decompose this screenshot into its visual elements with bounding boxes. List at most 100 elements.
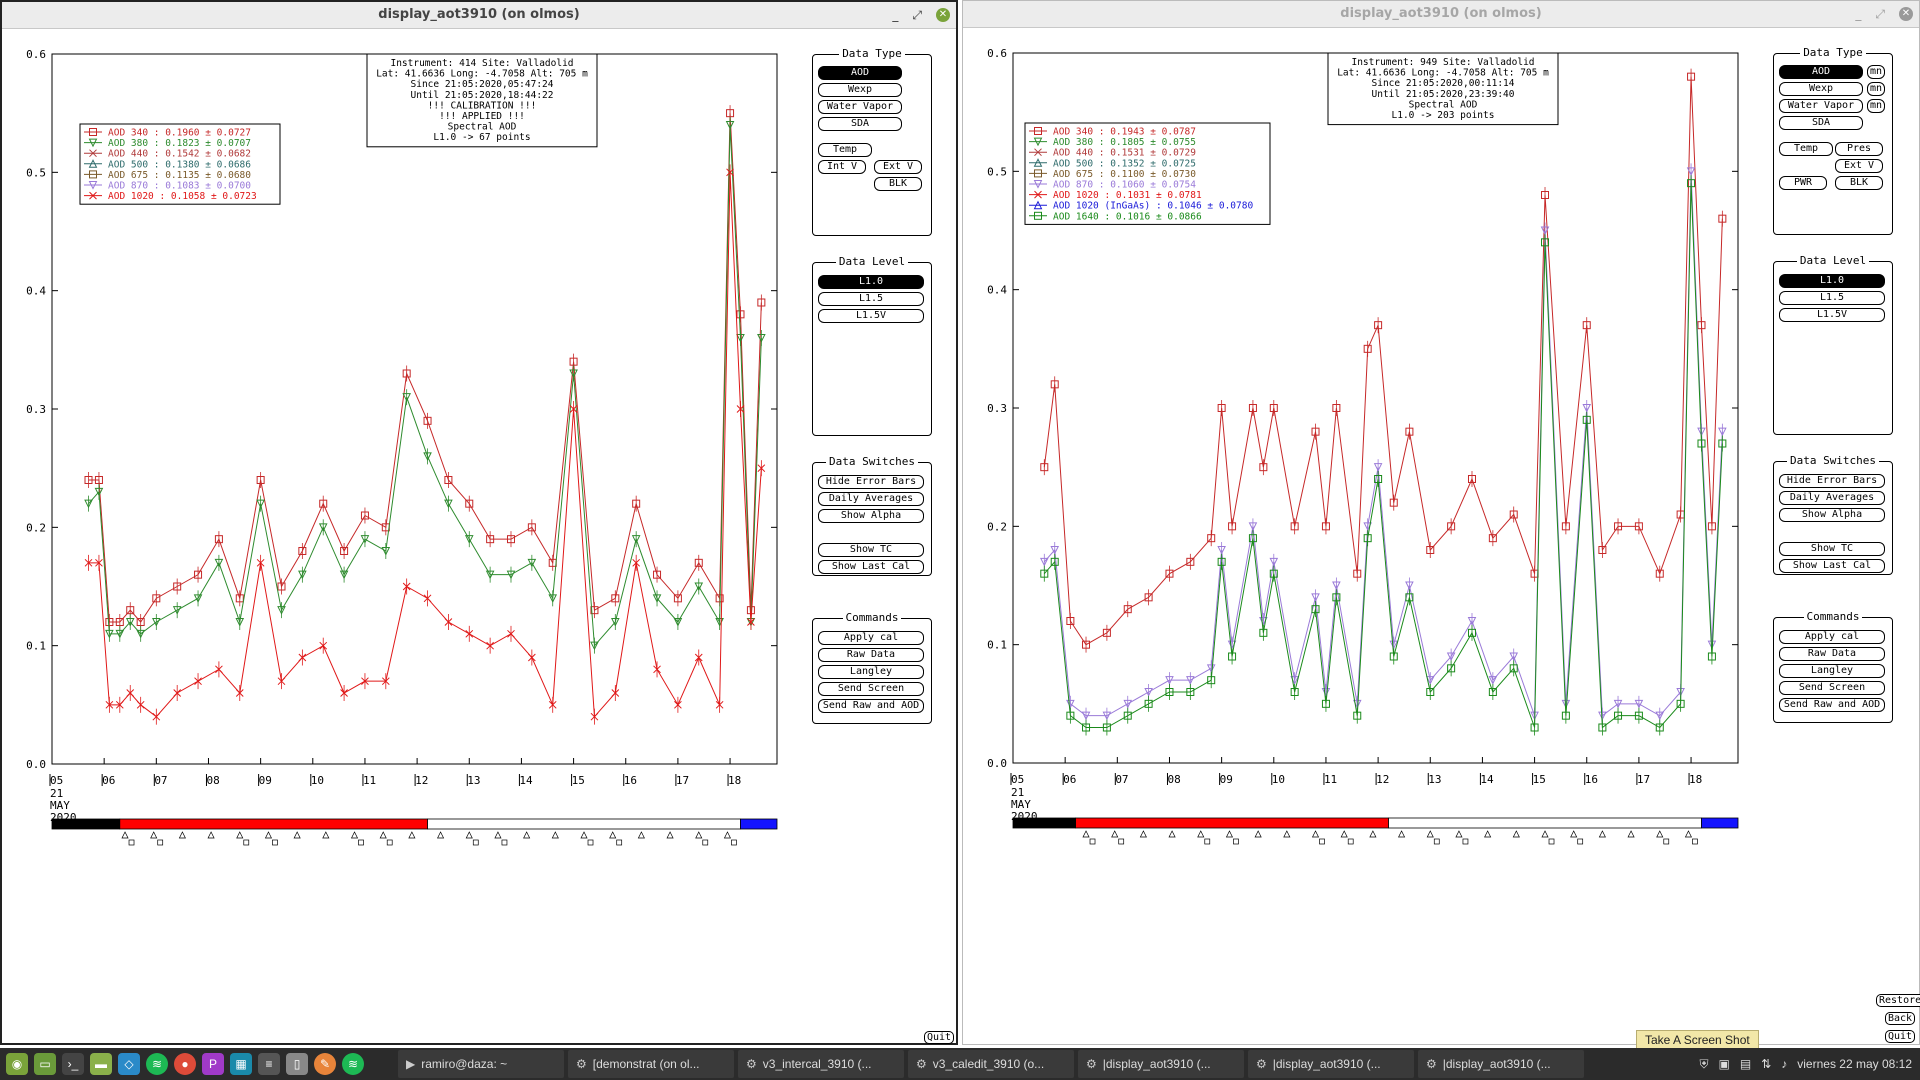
show-desktop-icon[interactable]: ▭ xyxy=(34,1053,56,1075)
command-button[interactable]: Raw Data xyxy=(1779,647,1885,661)
close-icon[interactable]: ✕ xyxy=(936,8,950,22)
vscode-icon[interactable]: ◇ xyxy=(118,1053,140,1075)
data-point xyxy=(1123,605,1132,614)
data-level-button[interactable]: L1.5 xyxy=(818,292,924,306)
group-title: Data Switches xyxy=(825,455,919,468)
screen-icon[interactable]: ▤ xyxy=(1739,1057,1752,1071)
document-icon[interactable]: ▯ xyxy=(286,1053,308,1075)
data-type-button[interactable]: AOD xyxy=(1779,65,1863,79)
data-type-button[interactable]: Water Vapor xyxy=(1779,99,1863,113)
taskbar-app[interactable]: ⚙ |display_aot3910 (... xyxy=(1078,1050,1244,1078)
switch-button[interactable]: Daily Averages xyxy=(1779,491,1885,505)
taskbar-app[interactable]: ⚙ [demonstrat (on ol... xyxy=(568,1050,734,1078)
ext-v-button[interactable]: Ext V xyxy=(1835,159,1883,173)
data-type-button[interactable]: AOD xyxy=(818,66,902,80)
switch-button[interactable]: Show Alpha xyxy=(818,509,924,523)
switch-button[interactable]: Show Last Cal xyxy=(818,560,924,574)
pycharm-icon[interactable]: P xyxy=(202,1053,224,1075)
maximize-icon[interactable]: ⤢ xyxy=(912,8,922,22)
terminal-icon[interactable]: ›_ xyxy=(62,1053,84,1075)
maximize-icon[interactable]: ⤢ xyxy=(1875,7,1885,21)
temp-button[interactable]: Temp xyxy=(818,143,872,157)
network-icon[interactable]: ⇅ xyxy=(1761,1057,1772,1071)
spotify-icon[interactable]: ≋ xyxy=(146,1053,168,1075)
menu-icon[interactable]: ◉ xyxy=(6,1053,28,1075)
command-button[interactable]: Send Raw and AOD xyxy=(1779,698,1885,712)
switch-button[interactable]: Daily Averages xyxy=(818,492,924,506)
data-point xyxy=(361,677,369,686)
shield-icon[interactable]: ⛨ xyxy=(1699,1056,1709,1071)
data-level-button[interactable]: L1.5V xyxy=(1779,308,1885,322)
switch-button[interactable]: Show Last Cal xyxy=(1779,559,1885,573)
data-type-button[interactable]: SDA xyxy=(1779,116,1863,130)
mn-button[interactable]: mn xyxy=(1867,65,1885,79)
data-point xyxy=(256,558,265,567)
data-level-button[interactable]: L1.5V xyxy=(818,309,924,323)
data-point xyxy=(1655,569,1664,578)
data-level-button[interactable]: L1.5 xyxy=(1779,291,1885,305)
command-button[interactable]: Apply cal xyxy=(1779,630,1885,644)
spotify-icon[interactable]: ≋ xyxy=(342,1053,364,1075)
data-type-button[interactable]: Wexp xyxy=(1779,82,1863,96)
time-marker xyxy=(1225,830,1234,838)
files-icon[interactable]: ▬ xyxy=(90,1053,112,1075)
command-button[interactable]: Send Screen xyxy=(818,682,924,696)
switch-button[interactable]: Hide Error Bars xyxy=(818,475,924,489)
switch-button[interactable]: Show Alpha xyxy=(1779,508,1885,522)
mn-button[interactable]: mn xyxy=(1867,82,1885,96)
command-button[interactable]: Langley xyxy=(818,665,924,679)
command-button[interactable]: Langley xyxy=(1779,664,1885,678)
quit-button[interactable]: Quit xyxy=(924,1031,955,1044)
chrome-icon[interactable]: ● xyxy=(174,1053,196,1075)
mn-button[interactable]: mn xyxy=(1867,99,1885,113)
switch-button[interactable]: Hide Error Bars xyxy=(1779,474,1885,488)
volume-icon[interactable]: ♪ xyxy=(1781,1057,1788,1071)
data-level-button[interactable]: L1.0 xyxy=(818,275,924,289)
data-point xyxy=(193,594,203,603)
command-button[interactable]: Raw Data xyxy=(818,648,924,662)
data-level-button[interactable]: L1.0 xyxy=(1779,274,1885,288)
data-point xyxy=(1687,179,1696,188)
back-button[interactable]: Back xyxy=(1885,1012,1916,1025)
blk-button[interactable]: BLK xyxy=(874,177,922,191)
blk-button[interactable]: BLK xyxy=(1835,176,1883,190)
data-type-button[interactable]: SDA xyxy=(818,117,902,131)
aod-plot: 0.0 0.1 0.2 0.3 0.4 0.5 0.6 05 06 07 08 09 10 11 12 13 1… xyxy=(26,48,778,846)
camera-icon[interactable]: ▣ xyxy=(1718,1057,1730,1071)
legend-entry: AOD 500 : 0.1352 ± 0.0725 xyxy=(1053,158,1196,169)
time-marker xyxy=(1111,830,1119,838)
taskbar-app[interactable]: ⚙ v3_intercal_3910 (... xyxy=(738,1050,904,1078)
app-icon[interactable]: ✎ xyxy=(314,1053,336,1075)
taskbar-app[interactable]: ⚙ v3_caledit_3910 (o... xyxy=(908,1050,1074,1078)
temp-button[interactable]: Temp xyxy=(1779,142,1833,156)
data-point xyxy=(277,677,286,686)
switch-button[interactable]: Show TC xyxy=(818,543,924,557)
data-level-group: Data Level xyxy=(812,255,932,436)
pwr-button[interactable]: PWR xyxy=(1779,176,1827,190)
data-type-button[interactable]: Water Vapor xyxy=(818,100,902,114)
ext-v-button[interactable]: Ext V xyxy=(874,160,922,174)
command-button[interactable]: Apply cal xyxy=(818,631,924,645)
editor-icon[interactable]: ≡ xyxy=(258,1053,280,1075)
window-titlebar[interactable]: display_aot3910 (on olmos) _ ⤢ ✕ xyxy=(2,2,956,29)
command-button[interactable]: Send Raw and AOD xyxy=(818,699,924,713)
minimize-icon[interactable]: _ xyxy=(892,8,899,22)
group-title: Data Switches xyxy=(1786,454,1880,467)
clock[interactable]: viernes 22 may 08:12 xyxy=(1797,1057,1912,1071)
taskbar-app[interactable]: ⚙ |display_aot3910 (... xyxy=(1418,1050,1584,1078)
pres-button[interactable]: Pres xyxy=(1835,142,1883,156)
command-button[interactable]: Send Screen xyxy=(1779,681,1885,695)
data-type-button[interactable]: Wexp xyxy=(818,83,902,97)
close-icon[interactable]: ✕ xyxy=(1899,7,1913,21)
taskbar-app[interactable]: ⚙ |display_aot3910 (... xyxy=(1248,1050,1414,1078)
minimize-icon[interactable]: _ xyxy=(1855,7,1862,21)
restore-button[interactable]: Restore(2) xyxy=(1876,994,1920,1007)
taskbar-app[interactable]: ▶ ramiro@daza: ~ xyxy=(398,1050,564,1078)
group-title: Data Type xyxy=(1800,46,1866,59)
switch-button[interactable]: Show TC xyxy=(1779,542,1885,556)
quit-button[interactable]: Quit xyxy=(1885,1030,1916,1043)
spreadsheet-icon[interactable]: ▦ xyxy=(230,1053,252,1075)
window-titlebar[interactable]: display_aot3910 (on olmos) _ ⤢ ✕ xyxy=(963,1,1919,28)
int-v-button[interactable]: Int V xyxy=(818,160,866,174)
legend-entry: AOD 1020 (InGaAs) : 0.1046 ± 0.0780 xyxy=(1053,201,1253,212)
